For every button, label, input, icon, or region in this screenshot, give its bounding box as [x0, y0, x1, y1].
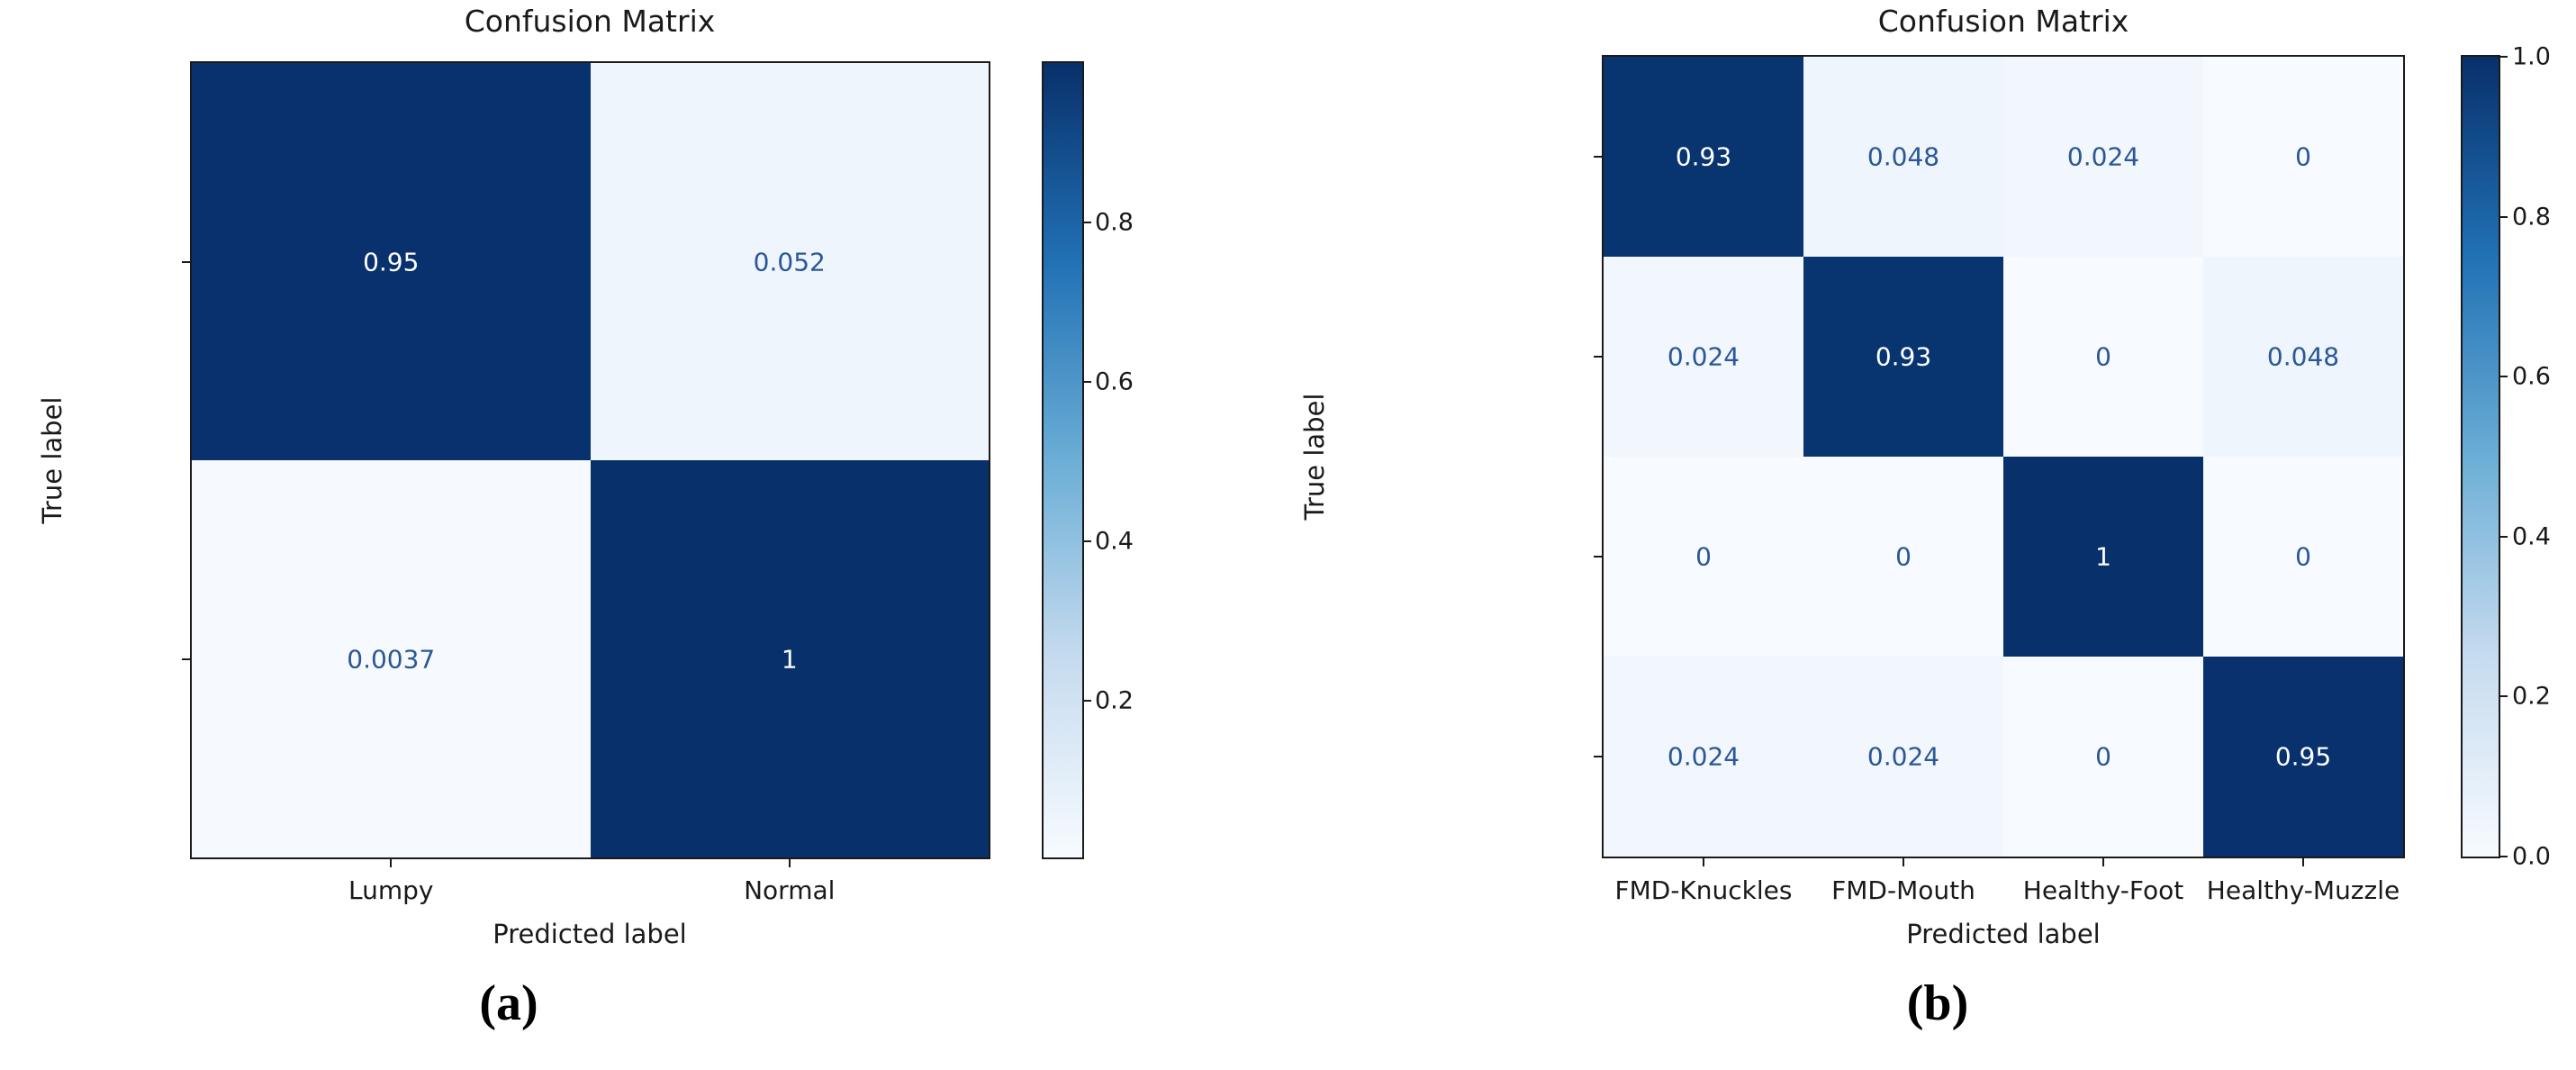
y-tick-mark	[1594, 756, 1602, 757]
cell-value: 0.048	[2266, 341, 2340, 372]
y-tick-mark	[1594, 356, 1602, 358]
colorbar	[2461, 55, 2500, 858]
matrix-cell	[590, 63, 989, 460]
cell-value: 0	[1895, 541, 1912, 572]
matrix-cell	[192, 63, 591, 460]
matrix-cell	[1803, 57, 2003, 257]
y-tick-mark	[182, 657, 190, 660]
cell-value: 0.95	[363, 247, 420, 277]
panel-caption: (a)	[479, 975, 538, 1031]
colorbar-tick-mark	[1084, 700, 1091, 703]
colorbar-tick-mark	[2500, 376, 2508, 378]
x-tick-mark	[788, 859, 791, 867]
colorbar-tick-mark	[2500, 695, 2508, 698]
y-tick-mark	[1594, 556, 1602, 558]
matrix-cell	[1604, 257, 1803, 457]
colorbar-tick-label: 0.4	[2512, 522, 2551, 551]
x-tick-label: Normal	[744, 875, 836, 905]
cell-value: 0.024	[1667, 741, 1740, 772]
colorbar-tick-label: 0.0	[2512, 842, 2551, 871]
cell-value: 0.0037	[347, 644, 436, 674]
x-tick-mark	[1903, 858, 1904, 866]
x-tick-label: Healthy-Foot	[2022, 875, 2184, 905]
cell-value: 0.95	[2274, 741, 2332, 772]
colorbar-tick-label: 1.0	[2512, 42, 2551, 71]
matrix-cell	[1803, 257, 2003, 457]
x-axis-label: Predicted label	[493, 919, 687, 949]
cell-value: 0.024	[1667, 341, 1740, 372]
x-tick-label: Lumpy	[348, 875, 434, 905]
cell-value: 1	[781, 644, 798, 674]
x-tick-label: Healthy-Muzzle	[2206, 875, 2400, 905]
matrix-cell	[2203, 457, 2403, 657]
x-tick-mark	[390, 859, 393, 867]
cell-value: 0	[2095, 741, 2111, 772]
matrix-cell	[1803, 657, 2003, 857]
matrix-cell	[192, 460, 591, 857]
y-axis-label: True label	[37, 396, 68, 524]
matrix-cell	[2003, 457, 2203, 657]
matrix-cell	[2203, 57, 2403, 257]
y-tick-mark	[1594, 156, 1602, 158]
colorbar-tick-label: 0.2	[1095, 686, 1134, 715]
colorbar-tick-mark	[2500, 56, 2508, 58]
x-axis-label: Predicted label	[1906, 919, 2101, 949]
cell-value: 1	[2095, 541, 2111, 572]
colorbar-tick-label: 0.6	[2512, 362, 2551, 391]
colorbar-tick-label: 0.8	[2512, 203, 2551, 231]
panel-caption: (b)	[1906, 975, 1969, 1031]
colorbar-tick-mark	[1084, 540, 1091, 543]
matrix-cell	[1803, 457, 2003, 657]
cell-value: 0	[2295, 541, 2311, 572]
x-tick-mark	[1703, 858, 1704, 866]
colorbar-tick-label: 0.8	[1095, 208, 1134, 237]
colorbar-tick-mark	[1084, 381, 1091, 384]
cell-value: 0.024	[2066, 141, 2140, 172]
x-tick-label: FMD-Knuckles	[1614, 875, 1793, 905]
colorbar-tick-label: 0.4	[1095, 527, 1134, 556]
matrix-cell	[590, 460, 989, 857]
colorbar-tick-mark	[2500, 856, 2508, 857]
x-tick-mark	[2302, 858, 2304, 866]
matrix-cell	[2003, 657, 2203, 857]
cell-value: 0	[2095, 341, 2111, 372]
chart-title: Confusion Matrix	[464, 4, 716, 39]
chart-title: Confusion Matrix	[1877, 4, 2129, 39]
x-tick-label: FMD-Mouth	[1831, 875, 1975, 905]
cell-value: 0.052	[753, 247, 826, 277]
matrix-cell	[2003, 57, 2203, 257]
cell-value: 0.93	[1675, 141, 1732, 172]
cell-value: 0.048	[1866, 141, 1940, 172]
cell-value: 0	[1695, 541, 1712, 572]
matrix-cell	[1604, 657, 1803, 857]
matrix-cell	[2003, 257, 2203, 457]
x-tick-mark	[2102, 858, 2104, 866]
cell-value: 0.93	[1875, 341, 1932, 372]
y-tick-mark	[182, 260, 190, 263]
colorbar-tick-mark	[2500, 535, 2508, 538]
cell-value: 0.024	[1866, 741, 1940, 772]
heatmap: 0.93 0.048 0.024 0 0.024 0.93 0 0.048 0 0 1 0 0.024 0…	[1602, 55, 2405, 858]
heatmap: 0.95 0.052 0.0037 1	[190, 61, 990, 859]
matrix-cell	[1604, 457, 1803, 657]
colorbar	[1042, 61, 1084, 859]
colorbar-tick-label: 0.6	[1095, 367, 1134, 396]
cell-value: 0	[2295, 141, 2311, 172]
matrix-cell	[2203, 657, 2403, 857]
colorbar-tick-label: 0.2	[2512, 682, 2551, 711]
matrix-cell	[1604, 57, 1803, 257]
colorbar-tick-mark	[2500, 215, 2508, 218]
colorbar-tick-mark	[1084, 222, 1091, 224]
y-axis-label: True label	[1299, 393, 1330, 521]
matrix-cell	[2203, 257, 2403, 457]
